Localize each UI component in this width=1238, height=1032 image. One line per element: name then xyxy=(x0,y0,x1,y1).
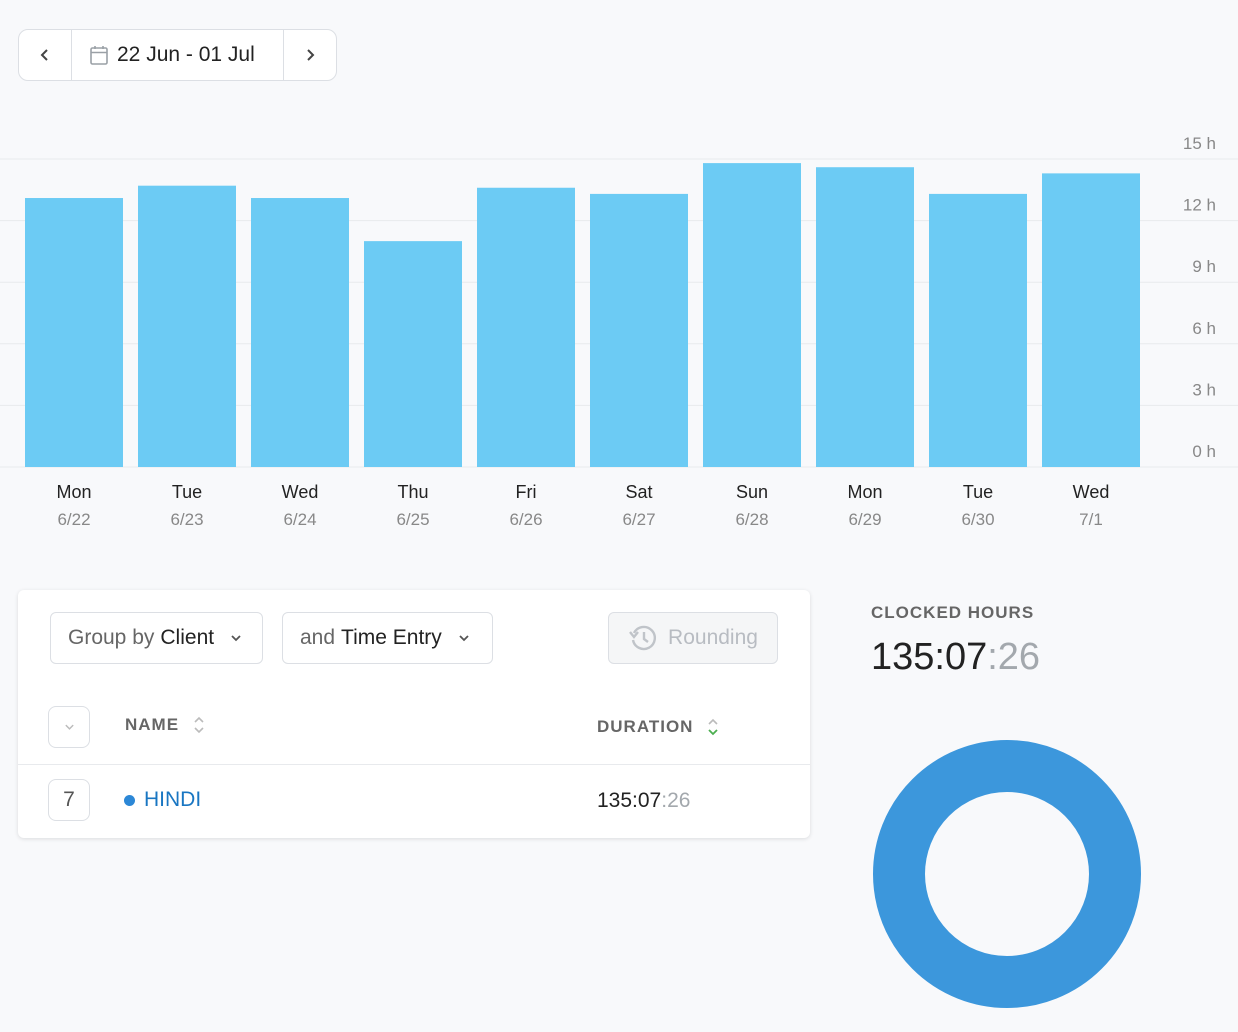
bar-6-24[interactable] xyxy=(251,198,349,467)
bar-6-27[interactable] xyxy=(590,193,688,467)
bar-6-30[interactable] xyxy=(929,193,1027,467)
sort-descending-icon[interactable] xyxy=(707,717,719,737)
date-range-label: 22 Jun - 01 Jul xyxy=(117,43,255,66)
y-tick-label: 15 h xyxy=(1183,134,1216,153)
bar-6-28[interactable] xyxy=(703,163,801,467)
bar-6-25[interactable] xyxy=(364,241,462,467)
clocked-hours-label: CLOCKED HOURS xyxy=(871,603,1035,622)
previous-period-button[interactable] xyxy=(19,30,71,80)
row-duration-seconds: :26 xyxy=(661,789,691,812)
client-donut-chart xyxy=(873,740,1141,1008)
name-column-header[interactable]: NAME xyxy=(125,706,205,744)
daily-hours-chart: 0 h 3 h 6 h 9 h 12 h 15 h Mon 6/22 Tue 6/23 Wed 6/2… xyxy=(0,125,1238,545)
y-tick-label: 9 h xyxy=(1192,257,1216,276)
x-day-label: Fri xyxy=(516,482,537,502)
chevron-down-icon xyxy=(459,635,469,642)
y-tick-label: 3 h xyxy=(1192,380,1216,399)
chevron-left-icon xyxy=(40,49,48,61)
group-by-value: Client xyxy=(160,626,215,649)
sort-icon[interactable] xyxy=(193,715,205,735)
x-date-label: 6/26 xyxy=(509,510,542,529)
bar-7-1[interactable] xyxy=(1042,173,1140,467)
x-day-label: Mon xyxy=(56,482,91,502)
y-tick-label: 12 h xyxy=(1183,196,1216,215)
x-date-label: 6/25 xyxy=(396,510,429,529)
chevron-down-icon xyxy=(64,724,74,730)
clocked-hours-main: 135:07 xyxy=(871,636,988,678)
client-name: HINDI xyxy=(144,788,202,811)
x-day-label: Thu xyxy=(397,482,428,502)
x-date-label: 6/24 xyxy=(283,510,316,529)
duration-column-header[interactable]: DURATION xyxy=(597,708,719,746)
x-day-label: Tue xyxy=(172,482,202,502)
table-header: NAME DURATION xyxy=(18,706,810,765)
chevron-right-icon xyxy=(307,49,315,61)
calendar-icon xyxy=(90,46,108,65)
x-day-label: Tue xyxy=(963,482,993,502)
x-day-label: Sun xyxy=(736,482,768,502)
group-by-prefix: Group by xyxy=(68,626,155,649)
x-day-label: Mon xyxy=(847,482,882,502)
expand-all-toggle[interactable] xyxy=(48,706,90,748)
bar-6-23[interactable] xyxy=(138,185,236,467)
clocked-hours-seconds: :26 xyxy=(987,636,1041,678)
rounding-clock-icon xyxy=(629,625,657,651)
date-range-picker: 22 Jun - 01 Jul xyxy=(18,29,337,81)
name-column-label: NAME xyxy=(125,715,180,734)
bar-chart-svg: 0 h 3 h 6 h 9 h 12 h 15 h Mon 6/22 Tue 6/23 Wed 6/2… xyxy=(0,134,1238,529)
x-day-label: Wed xyxy=(282,482,319,502)
x-day-label: Wed xyxy=(1073,482,1110,502)
x-date-label: 6/28 xyxy=(735,510,768,529)
x-day-label: Sat xyxy=(625,482,652,502)
bar-6-29[interactable] xyxy=(816,167,914,468)
clocked-hours-value: 135:07:26 xyxy=(871,636,1040,679)
y-tick-label: 6 h xyxy=(1192,319,1216,338)
x-date-label: 6/30 xyxy=(961,510,994,529)
bar-6-22[interactable] xyxy=(25,198,123,467)
y-tick-label: 0 h xyxy=(1192,442,1216,461)
bar-6-26[interactable] xyxy=(477,187,575,467)
x-date-label: 6/23 xyxy=(170,510,203,529)
report-card: Group by Client and Time Entry Rounding … xyxy=(18,590,810,838)
x-date-label: 6/27 xyxy=(622,510,655,529)
sub-group-value: Time Entry xyxy=(341,626,442,649)
client-name-link[interactable]: HINDI xyxy=(124,788,201,812)
next-period-button[interactable] xyxy=(284,30,336,80)
x-date-label: 6/29 xyxy=(848,510,881,529)
sub-group-prefix: and xyxy=(300,626,336,649)
rounding-label: Rounding xyxy=(668,626,758,649)
row-count-badge[interactable]: 7 xyxy=(48,779,90,821)
group-by-select[interactable]: Group by Client xyxy=(50,612,263,664)
date-range-button[interactable]: 22 Jun - 01 Jul xyxy=(71,30,284,80)
client-color-dot xyxy=(124,794,135,806)
x-date-label: 7/1 xyxy=(1079,510,1103,529)
row-duration-main: 135:07 xyxy=(597,789,662,812)
donut-slice-hindi[interactable] xyxy=(873,740,1141,1008)
row-duration: 135:07:26 xyxy=(597,789,690,813)
rounding-button[interactable]: Rounding xyxy=(608,612,778,664)
sub-group-select[interactable]: and Time Entry xyxy=(282,612,493,664)
x-date-label: 6/22 xyxy=(57,510,90,529)
duration-column-label: DURATION xyxy=(597,717,694,736)
chevron-down-icon xyxy=(231,635,241,642)
